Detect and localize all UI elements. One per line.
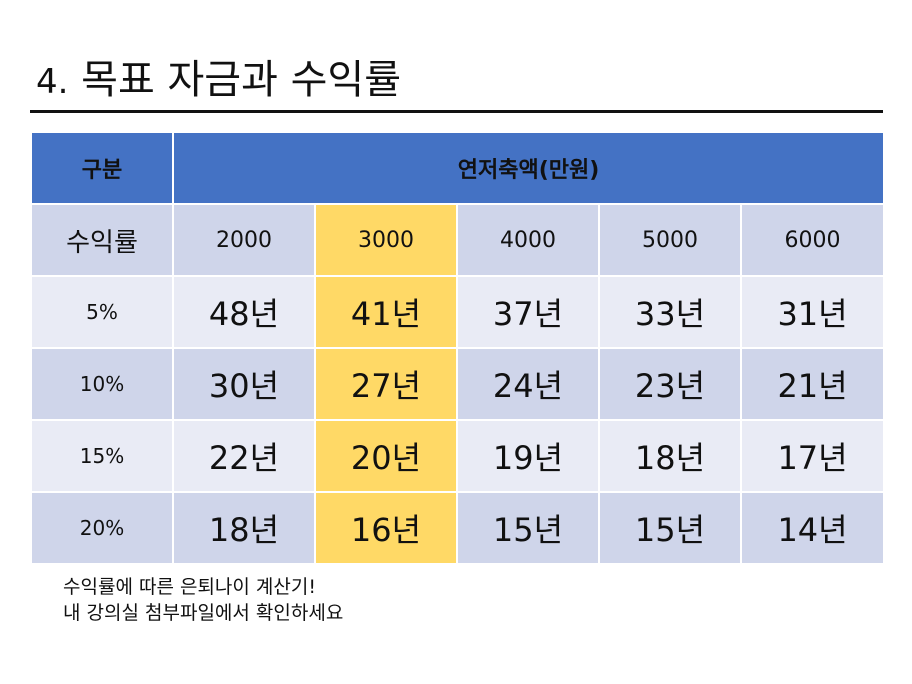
rate-cell: 10% [30,347,174,421]
years-cell: 30년 [172,347,316,421]
amount-cell: 5000 [598,203,742,277]
years-cell: 18년 [172,491,316,565]
rate-cell: 5% [30,275,174,349]
years-cell: 48년 [172,275,316,349]
years-cell: 37년 [456,275,600,349]
rate-label-cell: 수익률 [30,203,174,277]
footnote-line-attachment: 내 강의실 첨부파일에서 확인하세요 [63,602,344,624]
slide-title: 4. 목표 자금과 수익률 [36,52,401,110]
amount-cell: 4000 [456,203,600,277]
years-cell-highlighted: 20년 [314,419,458,493]
years-cell: 22년 [172,419,316,493]
years-cell: 31년 [739,275,886,349]
table-row: 15% 22년 20년 19년 18년 17년 [30,419,886,493]
table-header-row: 구분 연저축액(만원) [30,131,886,205]
years-cell: 14년 [739,491,886,565]
rate-cell: 20% [30,491,174,565]
years-cell: 19년 [456,419,600,493]
table-subheader-row: 수익률 2000 3000 4000 5000 6000 [30,203,886,277]
table-row: 20% 18년 16년 15년 15년 14년 [30,491,886,565]
table-row: 10% 30년 27년 24년 23년 21년 [30,347,886,421]
footnote: 수익률에 따른 은퇴나이 계산기! 내 강의실 첨부파일에서 확인하세요 [63,574,343,626]
footnote-line-calculator: 수익률에 따른 은퇴나이 계산기! [63,576,316,598]
years-cell-highlighted: 16년 [314,491,458,565]
amount-cell-highlighted: 3000 [314,203,458,277]
years-cell: 33년 [598,275,742,349]
years-cell: 18년 [598,419,742,493]
header-annual-savings-cell: 연저축액(만원) [171,131,886,205]
slide-title-number: 4. [36,62,69,102]
slide-title-text: 목표 자금과 수익률 [81,57,402,103]
title-underline [30,110,883,113]
years-cell-highlighted: 41년 [314,275,458,349]
years-cell: 17년 [739,419,886,493]
amount-cell: 2000 [172,203,316,277]
amount-cell: 6000 [739,203,886,277]
years-cell: 15년 [456,491,600,565]
years-cell: 15년 [598,491,742,565]
header-category-cell: 구분 [30,131,174,205]
savings-years-table: 구분 연저축액(만원) 수익률 2000 3000 4000 5000 6000… [30,131,886,565]
years-cell: 24년 [456,347,600,421]
table-row: 5% 48년 41년 37년 33년 31년 [30,275,886,349]
years-cell-highlighted: 27년 [314,347,458,421]
rate-cell: 15% [30,419,174,493]
years-cell: 23년 [598,347,742,421]
years-cell: 21년 [739,347,886,421]
